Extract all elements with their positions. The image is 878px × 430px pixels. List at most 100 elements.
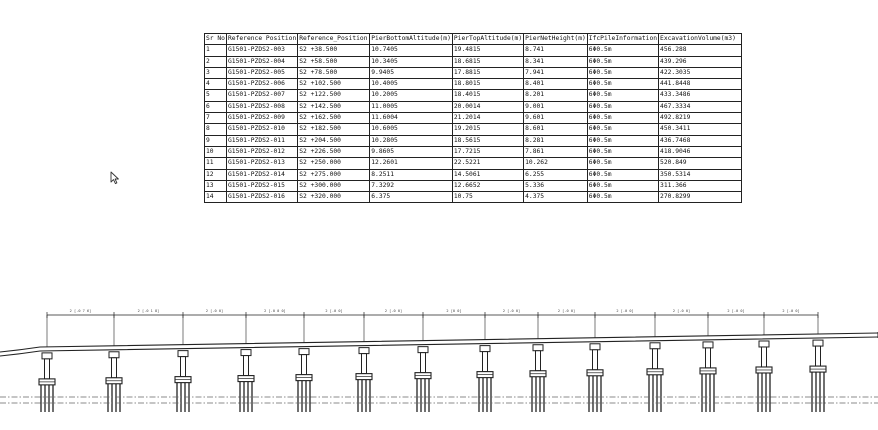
table-cell: 6Φ0.5m: [586, 145, 660, 159]
table-cell: 10.3405: [369, 55, 453, 68]
table-cell: 3: [204, 66, 227, 80]
span-length-label: 2 [0 0]: [446, 309, 461, 313]
table-cell: 4.375: [523, 191, 588, 204]
pier-column: [815, 345, 821, 367]
table-cell: 9.601: [523, 112, 588, 125]
table-cell: 10.2805: [369, 134, 453, 147]
table-cell: 6: [204, 100, 227, 114]
table-cell: 18.6815: [451, 55, 525, 68]
header-sr-no: Sr No: [204, 32, 227, 46]
table-cell: 5.336: [523, 179, 588, 193]
table-cell: G1501-PZDS2-009: [225, 112, 299, 125]
table-cell: 18.5615: [451, 134, 525, 147]
table-cell: 1: [204, 44, 227, 57]
table-cell: 14: [204, 191, 227, 204]
table-cell: 10.2005: [369, 89, 453, 102]
table-cell: G1501-PZDS2-003: [225, 44, 299, 57]
table-cell: 9.9405: [369, 66, 453, 80]
table-row: 8 G1501-PZDS2-010 S2 +182.500 10.6005 19.201…: [204, 123, 743, 136]
span-length-label: 2 [.0 0]: [782, 309, 799, 313]
pier-cap: [177, 350, 189, 358]
table-row: 7 G1501-PZDS2-009 S2 +162.500 11.6004 21.201…: [204, 112, 743, 125]
table-cell: 9: [204, 134, 227, 147]
pier-cap: [417, 346, 429, 354]
mouse-pointer-icon: [110, 171, 119, 185]
table-cell: 8: [204, 123, 227, 136]
table-cell: 6Φ0.5m: [586, 157, 660, 170]
table-cell: 8.741: [523, 44, 588, 57]
table-cell: S2 +102.500: [297, 78, 371, 91]
pier-cap: [702, 341, 714, 349]
table-cell: S2 +275.000: [297, 168, 371, 181]
table-header-row: Sr No Reference Position Reference_Posit…: [204, 32, 743, 46]
table-row: 1 G1501-PZDS2-003 S2 +38.500 10.7405 19.4815…: [204, 44, 743, 57]
table-cell: 456.288: [658, 44, 743, 57]
table-cell: 6Φ0.5m: [586, 168, 660, 181]
table-cell: 450.3411: [658, 123, 743, 136]
table-cell: G1501-PZDS2-005: [225, 66, 299, 80]
table-cell: 4: [204, 78, 227, 91]
table-cell: 11.0005: [369, 100, 453, 114]
table-cell: G1501-PZDS2-016: [225, 191, 299, 204]
table-cell: 6.375: [369, 191, 453, 204]
header-reference-position-station: Reference_Position: [297, 32, 371, 46]
table-row: 14 G1501-PZDS2-016 S2 +320.000 6.375 10.75 4.…: [204, 191, 743, 204]
table-cell: 20.0014: [451, 100, 525, 114]
table-row: 9 G1501-PZDS2-011 S2 +204.500 10.2805 18.561…: [204, 134, 743, 147]
table-cell: 6Φ0.5m: [586, 55, 660, 68]
table-cell: 7.941: [523, 66, 588, 80]
pier-cap: [479, 345, 491, 353]
table-cell: 436.7468: [658, 134, 743, 147]
table-cell: S2 +226.500: [297, 145, 371, 159]
table-cell: 19.4815: [451, 44, 525, 57]
pier-cap: [298, 348, 310, 356]
header-reference-position: Reference Position: [225, 32, 299, 46]
table-cell: G1501-PZDS2-014: [225, 168, 299, 181]
table-cell: 422.3035: [658, 66, 743, 80]
table-cell: 6Φ0.5m: [586, 191, 660, 204]
table-cell: S2 +142.500: [297, 100, 371, 114]
table-cell: 21.2014: [451, 112, 525, 125]
span-length-label: 2 [.0 0]: [558, 309, 575, 313]
table-cell: 8.201: [523, 89, 588, 102]
table-cell: 13: [204, 179, 227, 193]
pier-cap: [589, 343, 601, 351]
table-cell: 520.849: [658, 157, 743, 170]
table-cell: G1501-PZDS2-007: [225, 89, 299, 102]
table-cell: 8.601: [523, 123, 588, 136]
table-cell: S2 +300.000: [297, 179, 371, 193]
pier-cap: [358, 347, 370, 355]
table-cell: 18.8015: [451, 78, 525, 91]
table-cell: 5: [204, 89, 227, 102]
table-cell: 8.341: [523, 55, 588, 68]
table-cell: 7.3292: [369, 179, 453, 193]
span-length-label: 2 [.0 0]: [727, 309, 744, 313]
pier-column: [44, 358, 50, 380]
table-row: 10 G1501-PZDS2-012 S2 +226.500 9.8605 17.721…: [204, 145, 743, 159]
table-cell: 6Φ0.5m: [586, 78, 660, 91]
table-cell: 2: [204, 55, 227, 68]
table-cell: 11: [204, 157, 227, 170]
pier-cap: [758, 340, 770, 348]
table-cell: 11.6004: [369, 112, 453, 125]
table-cell: 10.4005: [369, 78, 453, 91]
pier-column: [592, 349, 598, 371]
header-pier-top-altitude: PierTopAltitude(m): [451, 32, 525, 46]
table-cell: 6Φ0.5m: [586, 179, 660, 193]
table-cell: G1501-PZDS2-006: [225, 78, 299, 91]
table-cell: 18.4015: [451, 89, 525, 102]
table-cell: 8.2511: [369, 168, 453, 181]
table-cell: 8.281: [523, 134, 588, 147]
table-cell: 8.401: [523, 78, 588, 91]
pier-column: [535, 350, 541, 372]
table-cell: 10.75: [451, 191, 525, 204]
table-cell: S2 +162.500: [297, 112, 371, 125]
table-cell: 10.7405: [369, 44, 453, 57]
table-cell: S2 +182.500: [297, 123, 371, 136]
span-length-label: 2 [.0 0]: [206, 309, 223, 313]
table-cell: 6Φ0.5m: [586, 123, 660, 136]
table-cell: 6Φ0.5m: [586, 100, 660, 114]
pier-column: [420, 352, 426, 374]
table-cell: G1501-PZDS2-011: [225, 134, 299, 147]
